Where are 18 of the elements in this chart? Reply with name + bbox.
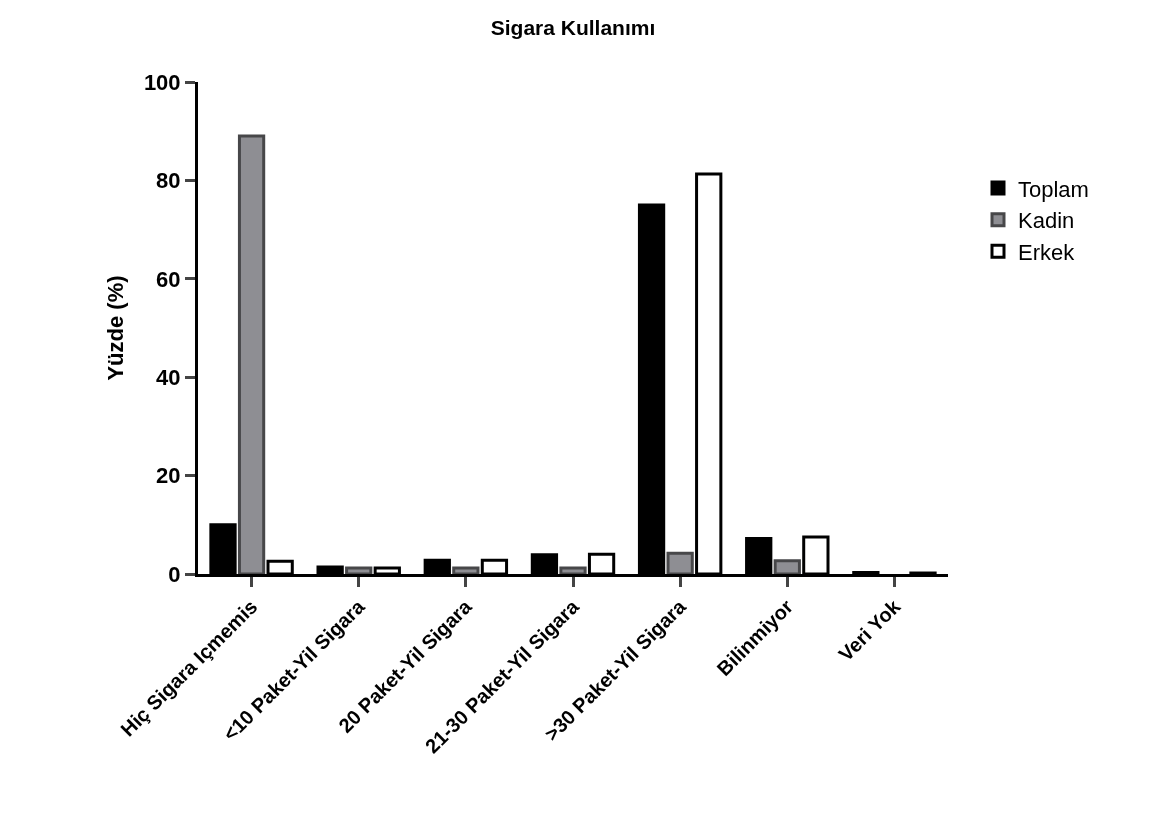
bar (345, 566, 373, 574)
y-axis-title: Yüzde (%) (102, 275, 128, 381)
bar (773, 559, 801, 574)
legend-label: Kadin (1018, 208, 1075, 234)
y-tick-label: 80 (156, 168, 181, 194)
bar (452, 566, 480, 574)
chart-title: Sigara Kullanımı (490, 16, 656, 40)
y-tick-label: 0 (168, 561, 181, 587)
bar (666, 551, 694, 574)
bar (559, 566, 587, 574)
y-tick-label: 60 (156, 266, 181, 292)
legend-label: Toplam (1018, 176, 1089, 202)
bar (237, 134, 266, 574)
y-tick-label: 20 (156, 463, 181, 489)
y-tick-label: 100 (143, 69, 181, 95)
y-tick-label: 40 (156, 364, 181, 390)
x-tick-label: Veri Yok (834, 594, 905, 666)
legend-label: Erkek (1018, 239, 1076, 265)
